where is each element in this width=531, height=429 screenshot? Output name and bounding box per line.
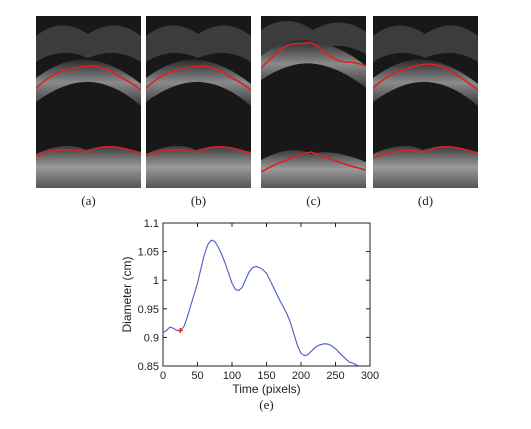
x-tick-label: 100 — [223, 370, 241, 382]
caption-d: (d) — [417, 193, 434, 208]
x-tick-label: 150 — [257, 370, 275, 382]
y-tick-label: 0.85 — [138, 361, 159, 373]
y-axis-label: Diameter (cm) — [120, 256, 134, 332]
panel-c-image — [261, 16, 366, 188]
y-tick-label: 0.95 — [138, 304, 159, 316]
diameter-series-line — [162, 239, 360, 367]
caption-b: (b) — [190, 193, 207, 208]
x-tick-label: 0 — [160, 370, 166, 382]
caption-c: (c) — [306, 193, 321, 208]
chart-ticks: 0 50 100 150 200 250 300 0.85 0.9 0.95 1 1.05 1.1 — [138, 218, 380, 382]
x-tick-label: 300 — [361, 370, 379, 382]
panel-d-image — [373, 16, 478, 188]
y-tick-label: 1.05 — [138, 247, 159, 259]
x-tick-label: 200 — [292, 370, 310, 382]
y-tick-label: 0.9 — [144, 332, 159, 344]
panel-b-image — [146, 16, 251, 188]
panel-c — [261, 16, 366, 188]
x-tick-label: 250 — [326, 370, 344, 382]
y-tick-label: 1 — [153, 275, 159, 287]
chart-series — [162, 239, 360, 367]
panel-b — [146, 16, 251, 188]
caption-e: (e) — [259, 397, 273, 412]
x-axis-label: Time (pixels) — [232, 382, 300, 396]
panel-a — [36, 16, 141, 188]
caption-a: (a) — [81, 193, 96, 208]
panel-d — [373, 16, 478, 188]
panel-a-image — [36, 16, 141, 188]
x-tick-label: 50 — [191, 370, 203, 382]
y-tick-label: 1.1 — [144, 218, 159, 230]
